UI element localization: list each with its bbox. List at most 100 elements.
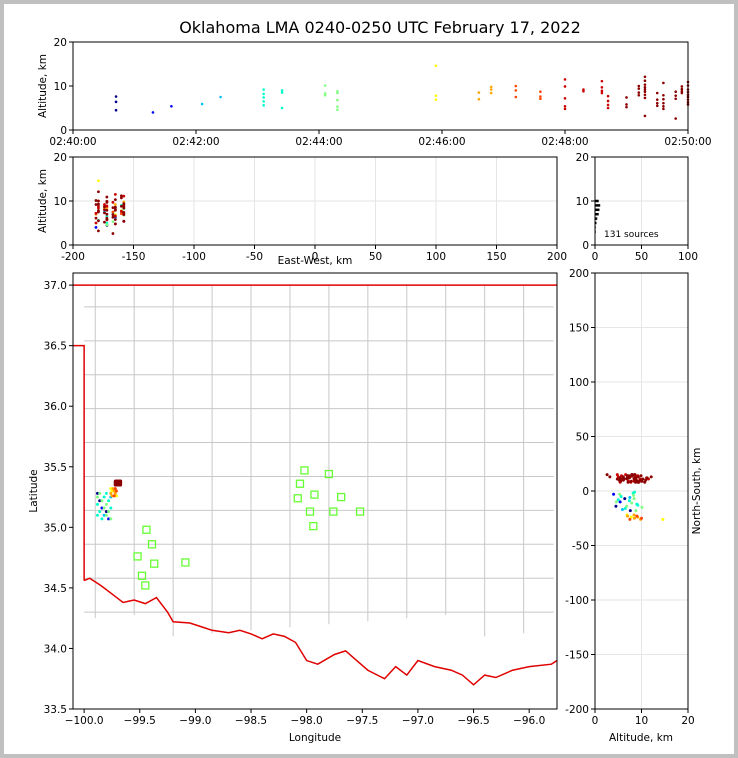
- source-point: [662, 97, 665, 101]
- source-point: [109, 506, 113, 510]
- source-point: [98, 499, 102, 503]
- source-point: [649, 475, 653, 479]
- x-tick-label: −96.5: [457, 715, 489, 727]
- source-point: [97, 190, 100, 194]
- x-tick-label: 02:48:00: [541, 136, 588, 148]
- source-point: [539, 97, 542, 101]
- state-border-west: [73, 344, 85, 581]
- source-point: [97, 219, 100, 223]
- station-marker: [295, 479, 305, 488]
- altitude-time-panel: 02:40:00 02:42:00 02:44:00 02:46:00 02:48:00…: [37, 37, 712, 148]
- y-tick-label: 35.5: [44, 462, 67, 474]
- y-tick-label: 37.0: [44, 280, 67, 292]
- source-point: [100, 506, 104, 510]
- source-point: [336, 108, 339, 112]
- source-point: [514, 89, 518, 92]
- source-point: [111, 206, 115, 210]
- source-point: [655, 104, 659, 108]
- x-tick-label: 20: [681, 715, 694, 727]
- source-count-panel: 0 50 100 0 10 20: [576, 152, 698, 263]
- source-point: [112, 494, 116, 498]
- station-marker: [147, 540, 157, 549]
- x-tick-label: -50: [246, 251, 263, 263]
- source-point: [606, 106, 610, 110]
- source-point: [636, 480, 640, 484]
- source-point: [97, 206, 100, 210]
- source-point: [662, 101, 665, 105]
- source-point: [636, 475, 640, 479]
- source-point: [600, 91, 604, 95]
- x-tick-label: 02:44:00: [295, 136, 342, 148]
- source-point: [674, 97, 677, 101]
- y-tick-label: 0: [582, 240, 589, 252]
- y-tick-label: 0: [60, 240, 67, 252]
- source-point: [643, 86, 647, 89]
- source-point: [606, 94, 610, 98]
- source-point: [615, 477, 619, 481]
- source-point: [618, 492, 622, 496]
- source-point: [120, 204, 123, 208]
- y-tick-label: 200: [569, 268, 589, 280]
- y-tick-label: 33.5: [44, 704, 67, 716]
- source-point: [280, 106, 284, 110]
- source-point: [618, 476, 622, 480]
- x-tick-label: 200: [547, 251, 567, 263]
- source-point: [105, 200, 109, 203]
- x-axis-label: East-West, km: [278, 255, 353, 267]
- source-point: [625, 96, 628, 99]
- plan-view-map-panel: −100.0 −99.5 −99.0 −98.5 −98.0 −97.5 −97.0 −96.…: [28, 272, 558, 744]
- station-marker: [300, 466, 309, 475]
- source-point: [94, 199, 98, 202]
- source-point: [643, 114, 647, 118]
- source-point: [600, 89, 604, 93]
- source-point: [434, 94, 438, 97]
- source-point: [120, 196, 123, 200]
- x-axis-label: Altitude, km: [609, 732, 673, 744]
- source-point: [629, 515, 633, 519]
- source-point: [107, 517, 111, 521]
- x-tick-label: 0: [592, 251, 599, 263]
- source-point: [477, 97, 481, 101]
- y-axis-label: Latitude: [28, 469, 40, 512]
- y-tick-label: 10: [576, 196, 589, 208]
- station-marker: [309, 521, 318, 531]
- source-point: [94, 216, 98, 220]
- source-point: [514, 95, 518, 99]
- x-tick-label: 50: [635, 251, 648, 263]
- source-point: [94, 221, 98, 225]
- source-point: [644, 478, 648, 482]
- source-point: [336, 98, 339, 102]
- source-point: [100, 499, 104, 503]
- y-tick-label: 10: [54, 196, 67, 208]
- station-marker: [355, 507, 365, 516]
- altitude-eastwest-panel: -200 -150 -100 -50 0 50 100 150 200 0 10 20 East-Wes…: [37, 152, 567, 267]
- source-point: [633, 490, 637, 494]
- y-tick-label: 36.5: [44, 341, 67, 353]
- source-point: [606, 99, 610, 103]
- source-point: [262, 104, 265, 107]
- x-tick-label: 10: [635, 715, 648, 727]
- northsouth-altitude-panel: 0 10 20 -200 -150 -100 -50 0 50 100 150 200 Altitude…: [565, 268, 703, 744]
- source-point: [563, 85, 567, 88]
- source-point: [605, 473, 609, 477]
- x-tick-label: -100: [182, 251, 206, 263]
- source-point: [113, 203, 117, 206]
- source-point: [103, 208, 106, 212]
- source-point: [102, 495, 106, 499]
- source-point: [100, 517, 104, 521]
- source-point: [632, 497, 636, 501]
- y-tick-label: -200: [565, 704, 589, 716]
- source-point: [113, 222, 117, 226]
- source-point: [105, 218, 109, 221]
- source-point: [608, 475, 612, 479]
- source-point: [95, 491, 99, 495]
- source-point: [640, 505, 644, 509]
- source-point: [634, 509, 638, 513]
- source-point: [626, 514, 630, 518]
- source-point: [104, 502, 108, 506]
- source-point: [539, 95, 542, 98]
- sources-count-label: 131 sources: [604, 230, 659, 240]
- y-tick-label: -50: [572, 541, 589, 553]
- source-point: [262, 92, 265, 96]
